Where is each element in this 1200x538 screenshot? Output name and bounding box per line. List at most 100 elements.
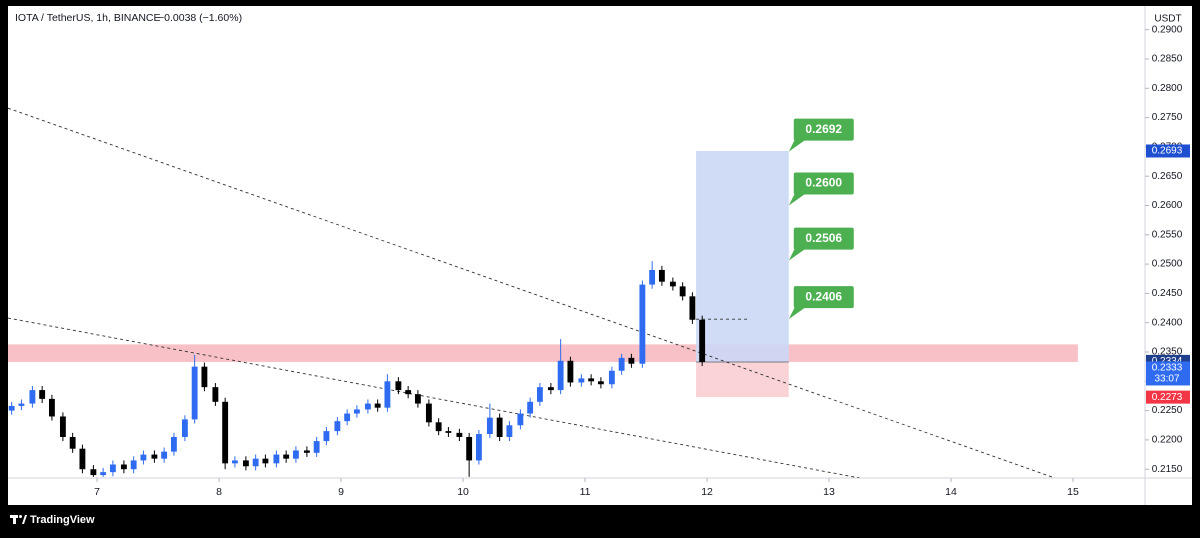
candle-body [292, 450, 299, 459]
x-tick-label: 9 [338, 486, 344, 498]
candle-body [353, 409, 360, 414]
candle-body [435, 422, 442, 432]
tradingview-logo [10, 515, 27, 524]
candle-body [557, 360, 564, 391]
y-tick-label: 0.2350 [1152, 347, 1183, 358]
candle-body [262, 458, 269, 464]
x-tick-label: 12 [701, 486, 713, 498]
position-stop [696, 361, 789, 398]
target-box [793, 227, 854, 250]
price-badge [1146, 361, 1190, 386]
candle-body [120, 464, 127, 470]
candle-body [658, 269, 665, 282]
chart-title: IOTA / TetherUS, 1h, BINANCE [15, 12, 161, 24]
y-tick-label: 0.2600 [1152, 200, 1183, 211]
candle-body [8, 405, 15, 411]
candle-body [130, 460, 137, 470]
candle-body [170, 436, 177, 452]
candle-body [69, 436, 76, 449]
candle-body [242, 460, 249, 467]
candle-body [486, 417, 493, 435]
candle-body [567, 360, 574, 383]
candle-body [212, 387, 219, 402]
candle-body [689, 296, 696, 320]
y-tick-label: 0.2450 [1152, 288, 1183, 299]
target-label: 0.2506 [805, 231, 842, 245]
candle-body [48, 398, 55, 417]
candle-body [181, 419, 188, 437]
candle-body [109, 464, 116, 473]
candle-body [527, 401, 534, 414]
candle-body [161, 451, 168, 459]
y-tick-label: 0.2550 [1152, 229, 1183, 240]
x-tick-label: 11 [580, 486, 591, 498]
trend-line [8, 107, 1055, 478]
plot-area [8, 107, 1078, 478]
candle-body [496, 417, 503, 437]
price-badge-label: 0.2333 [1152, 363, 1183, 374]
candle-body [414, 394, 421, 404]
candle-body [456, 432, 463, 437]
y-tick-label: 0.2900 [1152, 24, 1183, 35]
y-tick-label: 0.2800 [1152, 83, 1183, 94]
price-badge-label: 0.2693 [1152, 146, 1183, 157]
candle-body [100, 472, 107, 476]
candle-body [283, 454, 290, 459]
y-axis-label: USDT [1154, 14, 1181, 25]
candle-body [313, 441, 320, 453]
candle-body [597, 381, 604, 385]
candle-body [466, 436, 473, 461]
candle-body [669, 281, 676, 287]
price-change: −0.0038 (−1.60%) [158, 12, 242, 24]
y-tick-label: 0.2850 [1152, 54, 1183, 65]
candle-body [90, 469, 97, 476]
candle-body [303, 450, 310, 453]
x-tick-label: 14 [945, 486, 957, 498]
candle-body [201, 366, 208, 388]
candle-body [547, 387, 554, 391]
candle-body [395, 381, 402, 391]
candle-body [222, 401, 229, 464]
target-label: 0.2406 [805, 289, 842, 303]
candle-body [506, 425, 513, 437]
chart-background [8, 6, 1192, 505]
candle-body [536, 387, 543, 402]
target-box [793, 172, 854, 195]
y-tick-label: 0.2150 [1152, 464, 1183, 475]
candle-body [273, 454, 280, 464]
candle-body [679, 286, 686, 297]
candle-body [649, 269, 656, 285]
candle-body [364, 403, 371, 410]
candle-body [191, 366, 198, 420]
y-tick-label: 0.2500 [1152, 259, 1183, 270]
y-tick-label: 0.2250 [1152, 405, 1183, 416]
candle-body [344, 413, 351, 422]
x-tick-label: 15 [1067, 486, 1079, 498]
target-pointer [788, 191, 806, 206]
y-tick-label: 0.2400 [1152, 317, 1183, 328]
target-pointer [788, 305, 806, 320]
candle-body [59, 416, 66, 437]
candle-body [374, 403, 381, 408]
target-pointer [788, 246, 806, 261]
target-pointer [788, 137, 806, 152]
position-target [696, 150, 789, 362]
candle-body [384, 381, 391, 408]
candle-body [140, 454, 147, 461]
price-badge [1146, 144, 1190, 158]
candle-body [405, 390, 412, 395]
candle-body [608, 370, 615, 385]
candle-body [588, 378, 595, 382]
y-tick-label: 0.2200 [1152, 435, 1183, 446]
price-badge [1146, 390, 1190, 404]
candle-body [29, 390, 36, 404]
candle-body [39, 390, 46, 399]
target-box [793, 286, 854, 309]
candle-body [445, 431, 452, 433]
candle-body [639, 284, 646, 364]
candle-body [231, 460, 238, 464]
footer-brand: TradingView [30, 514, 95, 526]
price-badge-label: 0.2273 [1152, 392, 1183, 403]
target-label: 0.2600 [805, 176, 842, 190]
candle-body [334, 421, 341, 432]
